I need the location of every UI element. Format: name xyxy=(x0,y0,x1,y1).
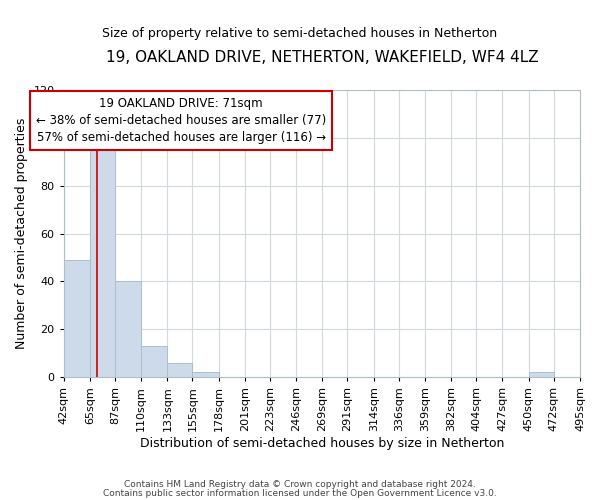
Text: Size of property relative to semi-detached houses in Netherton: Size of property relative to semi-detach… xyxy=(103,28,497,40)
Bar xyxy=(167,363,193,378)
Bar xyxy=(64,260,90,378)
Title: 19, OAKLAND DRIVE, NETHERTON, WAKEFIELD, WF4 4LZ: 19, OAKLAND DRIVE, NETHERTON, WAKEFIELD,… xyxy=(106,50,538,65)
Bar xyxy=(90,150,115,378)
Bar xyxy=(529,372,554,378)
Text: Contains public sector information licensed under the Open Government Licence v3: Contains public sector information licen… xyxy=(103,488,497,498)
Text: 19 OAKLAND DRIVE: 71sqm
← 38% of semi-detached houses are smaller (77)
57% of se: 19 OAKLAND DRIVE: 71sqm ← 38% of semi-de… xyxy=(36,97,326,144)
Bar xyxy=(115,282,141,378)
Bar xyxy=(141,346,167,378)
Text: Contains HM Land Registry data © Crown copyright and database right 2024.: Contains HM Land Registry data © Crown c… xyxy=(124,480,476,489)
Bar xyxy=(193,372,219,378)
X-axis label: Distribution of semi-detached houses by size in Netherton: Distribution of semi-detached houses by … xyxy=(140,437,504,450)
Y-axis label: Number of semi-detached properties: Number of semi-detached properties xyxy=(15,118,28,349)
